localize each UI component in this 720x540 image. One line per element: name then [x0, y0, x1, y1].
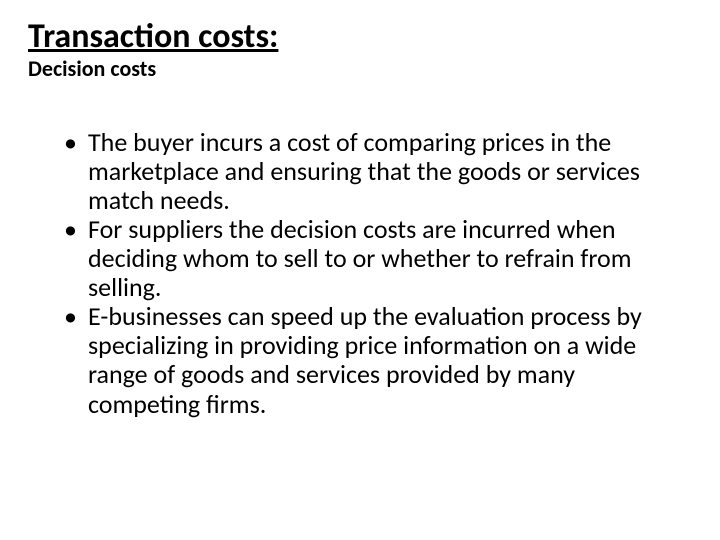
bullet-text: The buyer incurs a cost of comparing pri…	[88, 126, 640, 216]
bullet-text: For suppliers the decision costs are inc…	[88, 213, 631, 303]
list-item: E-businesses can speed up the evaluation…	[64, 302, 692, 418]
slide-title: Transaction costs:	[28, 18, 692, 55]
list-item: For suppliers the decision costs are inc…	[64, 215, 692, 302]
list-item: The buyer incurs a cost of comparing pri…	[64, 128, 692, 215]
bullet-text: E-businesses can speed up the evaluation…	[88, 300, 642, 419]
slide-subtitle: Decision costs	[28, 57, 692, 81]
bullet-list: The buyer incurs a cost of comparing pri…	[28, 128, 692, 419]
